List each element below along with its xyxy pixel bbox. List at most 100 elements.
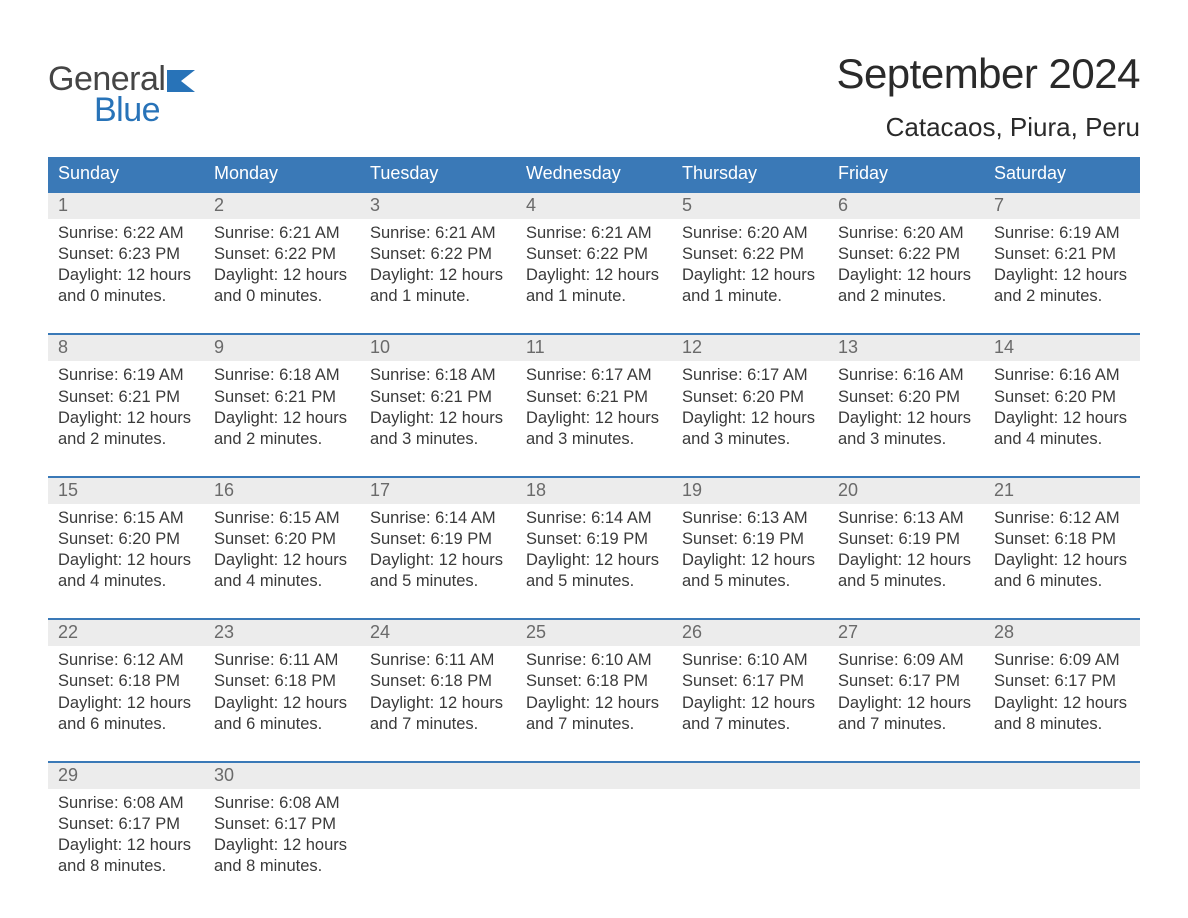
- sunset-text: Sunset: 6:18 PM: [370, 671, 506, 692]
- day-number: 12: [672, 335, 828, 361]
- sunset-text: Sunset: 6:20 PM: [994, 387, 1130, 408]
- day-cell: Sunrise: 6:17 AMSunset: 6:21 PMDaylight:…: [516, 361, 672, 449]
- day-cell: Sunrise: 6:16 AMSunset: 6:20 PMDaylight:…: [828, 361, 984, 449]
- day-number: 24: [360, 620, 516, 646]
- daylight-line1: Daylight: 12 hours: [370, 550, 506, 571]
- daylight-line2: and 6 minutes.: [214, 714, 350, 735]
- day-number: 22: [48, 620, 204, 646]
- day-number-row: 15161718192021: [48, 476, 1140, 504]
- sunset-text: Sunset: 6:18 PM: [526, 671, 662, 692]
- dow-sunday: Sunday: [48, 157, 204, 191]
- dow-saturday: Saturday: [984, 157, 1140, 191]
- day-number-row: 1234567: [48, 191, 1140, 219]
- daylight-line1: Daylight: 12 hours: [526, 693, 662, 714]
- sunrise-text: Sunrise: 6:17 AM: [526, 365, 662, 386]
- daylight-line1: Daylight: 12 hours: [214, 835, 350, 856]
- day-cell: Sunrise: 6:10 AMSunset: 6:18 PMDaylight:…: [516, 646, 672, 734]
- day-cell: Sunrise: 6:09 AMSunset: 6:17 PMDaylight:…: [984, 646, 1140, 734]
- sunset-text: Sunset: 6:17 PM: [838, 671, 974, 692]
- daylight-line2: and 2 minutes.: [214, 429, 350, 450]
- week-block: 891011121314Sunrise: 6:19 AMSunset: 6:21…: [48, 333, 1140, 449]
- daylight-line1: Daylight: 12 hours: [994, 693, 1130, 714]
- daylight-line1: Daylight: 12 hours: [58, 550, 194, 571]
- sunset-text: Sunset: 6:20 PM: [682, 387, 818, 408]
- daylight-line2: and 2 minutes.: [58, 429, 194, 450]
- sunrise-text: Sunrise: 6:15 AM: [58, 508, 194, 529]
- day-cell: Sunrise: 6:22 AMSunset: 6:23 PMDaylight:…: [48, 219, 204, 307]
- daylight-line2: and 0 minutes.: [58, 286, 194, 307]
- sunrise-text: Sunrise: 6:09 AM: [994, 650, 1130, 671]
- daylight-line1: Daylight: 12 hours: [838, 550, 974, 571]
- weeks-container: 1234567Sunrise: 6:22 AMSunset: 6:23 PMDa…: [48, 191, 1140, 877]
- daylight-line2: and 7 minutes.: [526, 714, 662, 735]
- sunrise-text: Sunrise: 6:19 AM: [994, 223, 1130, 244]
- day-number: 1: [48, 193, 204, 219]
- sunrise-text: Sunrise: 6:11 AM: [214, 650, 350, 671]
- day-content-row: Sunrise: 6:15 AMSunset: 6:20 PMDaylight:…: [48, 504, 1140, 592]
- daylight-line1: Daylight: 12 hours: [58, 693, 194, 714]
- location: Catacaos, Piura, Peru: [836, 112, 1140, 143]
- sunrise-text: Sunrise: 6:10 AM: [682, 650, 818, 671]
- daylight-line2: and 7 minutes.: [682, 714, 818, 735]
- dow-wednesday: Wednesday: [516, 157, 672, 191]
- day-cell: Sunrise: 6:18 AMSunset: 6:21 PMDaylight:…: [204, 361, 360, 449]
- sunrise-text: Sunrise: 6:14 AM: [526, 508, 662, 529]
- day-number: 30: [204, 763, 360, 789]
- dow-friday: Friday: [828, 157, 984, 191]
- day-cell: Sunrise: 6:20 AMSunset: 6:22 PMDaylight:…: [828, 219, 984, 307]
- day-cell: Sunrise: 6:20 AMSunset: 6:22 PMDaylight:…: [672, 219, 828, 307]
- day-cell: Sunrise: 6:09 AMSunset: 6:17 PMDaylight:…: [828, 646, 984, 734]
- sunrise-text: Sunrise: 6:10 AM: [526, 650, 662, 671]
- day-number: 11: [516, 335, 672, 361]
- sunrise-text: Sunrise: 6:11 AM: [370, 650, 506, 671]
- day-number: 18: [516, 478, 672, 504]
- daylight-line1: Daylight: 12 hours: [682, 693, 818, 714]
- day-cell: Sunrise: 6:21 AMSunset: 6:22 PMDaylight:…: [360, 219, 516, 307]
- daylight-line2: and 2 minutes.: [994, 286, 1130, 307]
- daylight-line1: Daylight: 12 hours: [58, 265, 194, 286]
- sunrise-text: Sunrise: 6:18 AM: [370, 365, 506, 386]
- sunrise-text: Sunrise: 6:18 AM: [214, 365, 350, 386]
- day-cell: Sunrise: 6:12 AMSunset: 6:18 PMDaylight:…: [984, 504, 1140, 592]
- day-cell: Sunrise: 6:10 AMSunset: 6:17 PMDaylight:…: [672, 646, 828, 734]
- day-cell: Sunrise: 6:16 AMSunset: 6:20 PMDaylight:…: [984, 361, 1140, 449]
- daylight-line2: and 8 minutes.: [994, 714, 1130, 735]
- sunrise-text: Sunrise: 6:15 AM: [214, 508, 350, 529]
- sunset-text: Sunset: 6:21 PM: [994, 244, 1130, 265]
- day-content-row: Sunrise: 6:08 AMSunset: 6:17 PMDaylight:…: [48, 789, 1140, 877]
- daylight-line2: and 2 minutes.: [838, 286, 974, 307]
- day-cell: [360, 789, 516, 877]
- daylight-line2: and 4 minutes.: [214, 571, 350, 592]
- week-block: 22232425262728Sunrise: 6:12 AMSunset: 6:…: [48, 618, 1140, 734]
- day-cell: Sunrise: 6:18 AMSunset: 6:21 PMDaylight:…: [360, 361, 516, 449]
- day-cell: Sunrise: 6:19 AMSunset: 6:21 PMDaylight:…: [48, 361, 204, 449]
- day-number: 23: [204, 620, 360, 646]
- daylight-line1: Daylight: 12 hours: [526, 408, 662, 429]
- day-number: 15: [48, 478, 204, 504]
- week-block: 15161718192021Sunrise: 6:15 AMSunset: 6:…: [48, 476, 1140, 592]
- sunrise-text: Sunrise: 6:21 AM: [214, 223, 350, 244]
- day-cell: [516, 789, 672, 877]
- daylight-line2: and 5 minutes.: [838, 571, 974, 592]
- day-cell: Sunrise: 6:13 AMSunset: 6:19 PMDaylight:…: [672, 504, 828, 592]
- daylight-line2: and 4 minutes.: [58, 571, 194, 592]
- day-cell: Sunrise: 6:21 AMSunset: 6:22 PMDaylight:…: [516, 219, 672, 307]
- day-content-row: Sunrise: 6:22 AMSunset: 6:23 PMDaylight:…: [48, 219, 1140, 307]
- daylight-line2: and 3 minutes.: [526, 429, 662, 450]
- daylight-line1: Daylight: 12 hours: [526, 550, 662, 571]
- sunset-text: Sunset: 6:19 PM: [526, 529, 662, 550]
- daylight-line2: and 7 minutes.: [838, 714, 974, 735]
- daylight-line2: and 5 minutes.: [370, 571, 506, 592]
- day-number: 7: [984, 193, 1140, 219]
- daylight-line1: Daylight: 12 hours: [994, 550, 1130, 571]
- day-number: [516, 763, 672, 789]
- sunrise-text: Sunrise: 6:20 AM: [682, 223, 818, 244]
- sunset-text: Sunset: 6:17 PM: [682, 671, 818, 692]
- sunset-text: Sunset: 6:22 PM: [526, 244, 662, 265]
- logo: General Blue: [48, 50, 201, 130]
- header: General Blue September 2024 Catacaos, Pi…: [48, 50, 1140, 143]
- day-cell: Sunrise: 6:12 AMSunset: 6:18 PMDaylight:…: [48, 646, 204, 734]
- sunset-text: Sunset: 6:18 PM: [994, 529, 1130, 550]
- week-block: 1234567Sunrise: 6:22 AMSunset: 6:23 PMDa…: [48, 191, 1140, 307]
- day-number: 19: [672, 478, 828, 504]
